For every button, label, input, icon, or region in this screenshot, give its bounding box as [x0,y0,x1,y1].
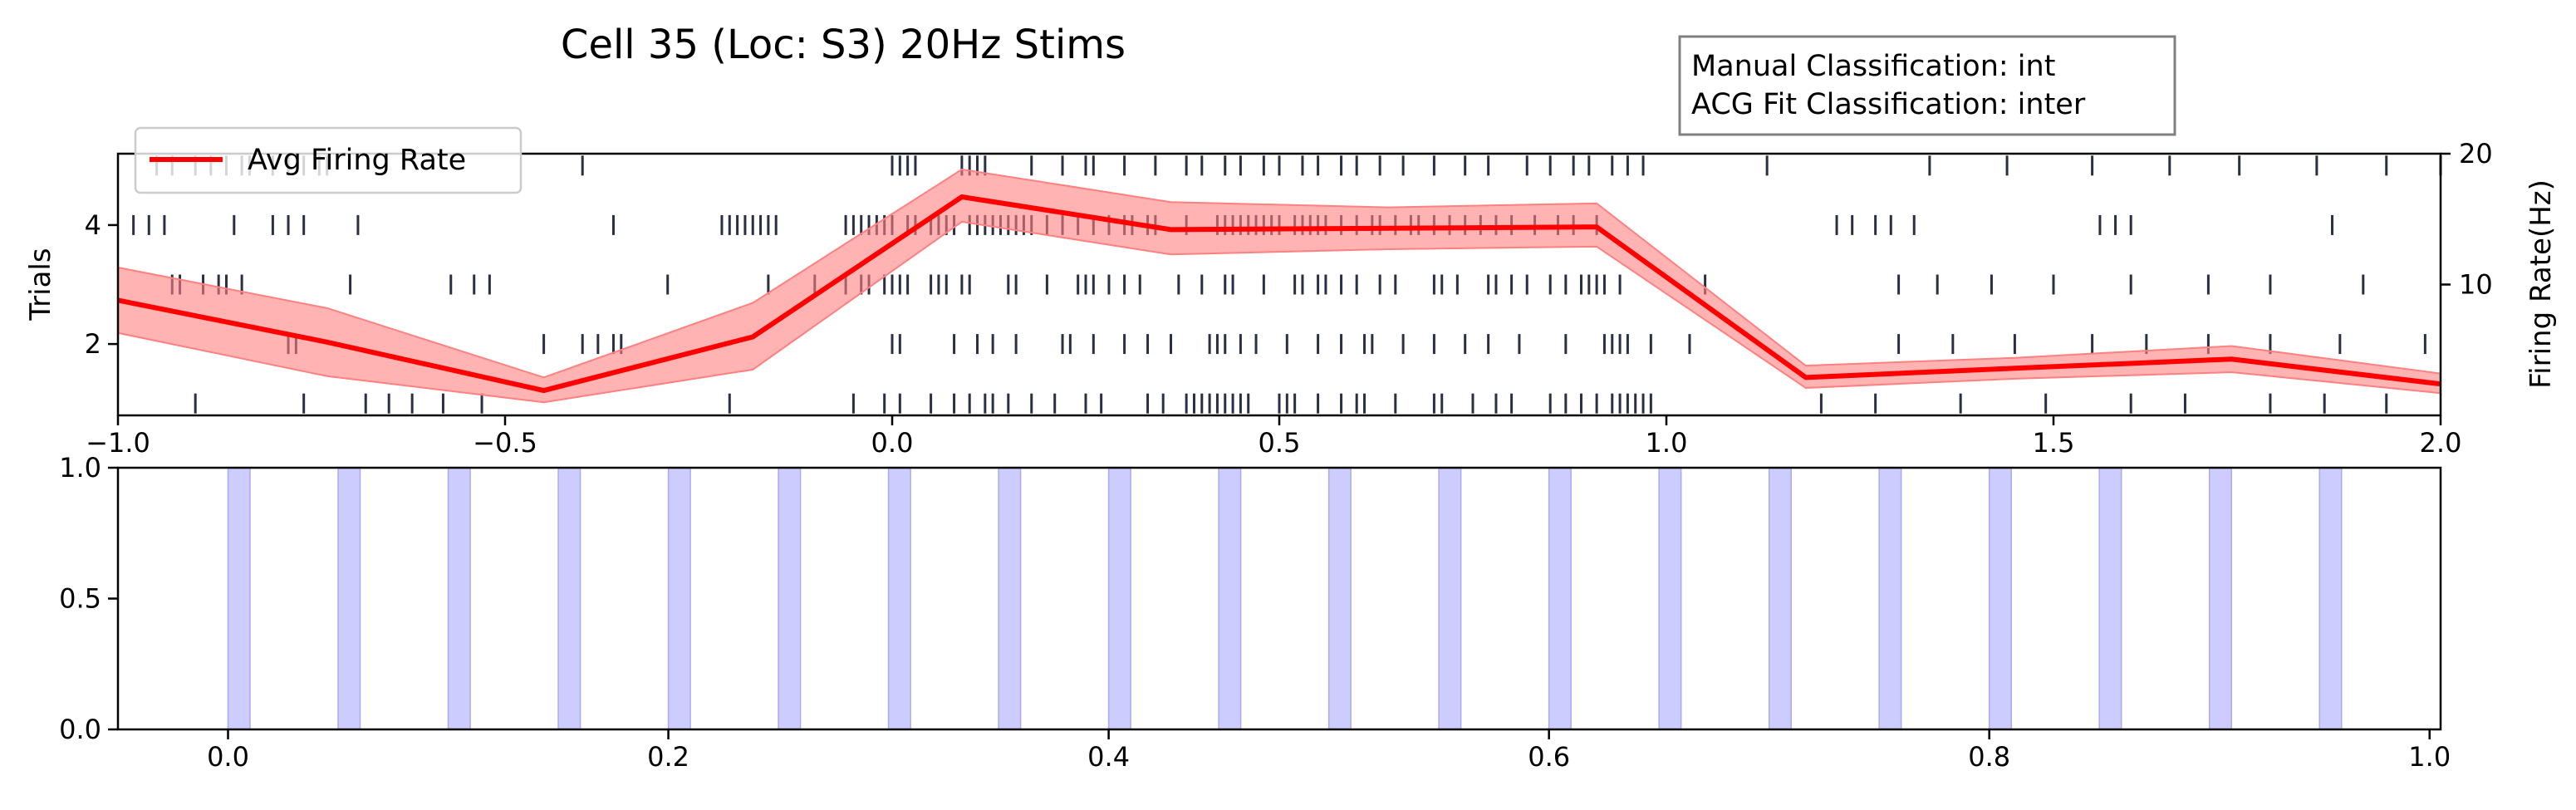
stimulus-bar-3 [557,467,581,730]
stimulus-x-tick-label-3: 0.6 [1528,741,1570,773]
firing-rate-y-ticks: 10 20 [2441,138,2493,301]
stimulus-bar-0 [227,467,251,730]
raster-x-tick-label-5: 1.5 [2033,427,2075,459]
stimulus-bar-14 [1768,467,1792,730]
stimulus-x-tick-label-2: 0.4 [1087,741,1130,773]
stimulus-bar-11 [1438,467,1462,730]
stimulus-bar-10 [1327,467,1352,730]
acg-classification-text: ACG Fit Classification: inter [1691,88,2086,121]
stimulus-bar-15 [1878,467,1902,730]
firing-rate-axis-label: Firing Rate(Hz) [2524,179,2558,389]
raster-x-ticks: −1.0 −0.5 0.0 0.5 1.0 1.5 2.0 [86,415,2461,459]
firing-rate-line [117,194,2441,394]
stimulus-bar-2 [447,467,471,730]
firing-rate-tick-label-1: 20 [2459,138,2493,169]
raster-x-tick-label-2: 0.0 [871,427,914,459]
classification-box: Manual Classification: int ACG Fit Class… [1678,35,2176,136]
firing-rate-tick-label-0: 10 [2459,269,2493,301]
legend: Avg Firing Rate [134,126,523,194]
stimulus-bar-6 [887,467,911,730]
trials-axis-label: Trials [24,248,57,321]
legend-label-avg-firing-rate: Avg Firing Rate [248,144,466,177]
classification-box-frame [1678,35,2176,136]
stimulus-y-ticks: 0.0 0.5 1.0 [59,452,118,745]
raster-x-tick-label-3: 0.5 [1259,427,1301,459]
chart-title: Cell 35 (Loc: S3) 20Hz Stims [561,22,1126,68]
stimulus-bar-8 [1107,467,1131,730]
stimulus-y-tick-label-0: 0.0 [59,714,101,745]
stimulus-bar-9 [1218,467,1242,730]
firing-rate-line-group [117,194,2441,394]
raster-x-tick-label-4: 1.0 [1646,427,1688,459]
stimulus-bar-1 [337,467,361,730]
raster-x-tick-label-6: 2.0 [2420,427,2462,459]
stimulus-x-ticks: 0.0 0.2 0.4 0.6 0.8 1.0 [207,729,2451,773]
raster-x-tick-label-0: −1.0 [86,427,150,459]
stimulus-bars [227,467,2343,730]
stimulus-bar-18 [2208,467,2232,730]
stimulus-bar-7 [998,467,1022,730]
stimulus-bar-13 [1658,467,1682,730]
trials-tick-label-0: 2 [85,328,101,360]
stimulus-bar-16 [1988,467,2012,730]
legend-frame [134,126,523,194]
raster-y-ticks: 24 [85,209,118,360]
stimulus-axes: 0.0 0.2 0.4 0.6 0.8 1.0 0.0 0.5 1.0 [59,452,2451,773]
trials-tick-label-1: 4 [85,209,101,241]
stimulus-bar-4 [667,467,691,730]
stimulus-y-tick-label-1: 0.5 [59,583,101,615]
stimulus-x-tick-label-5: 1.0 [2408,741,2451,773]
stimulus-bar-19 [2318,467,2343,730]
stimulus-bar-12 [1548,467,1572,730]
stimulus-x-tick-label-4: 0.8 [1968,741,2010,773]
raster-x-tick-label-1: −0.5 [473,427,537,459]
stimulus-x-tick-label-1: 0.2 [647,741,689,773]
manual-classification-text: Manual Classification: int [1691,50,2055,83]
stimulus-bar-17 [2098,467,2122,730]
stimulus-bar-5 [778,467,802,730]
stimulus-y-tick-label-2: 1.0 [59,452,101,484]
stimulus-x-tick-label-0: 0.0 [207,741,249,773]
